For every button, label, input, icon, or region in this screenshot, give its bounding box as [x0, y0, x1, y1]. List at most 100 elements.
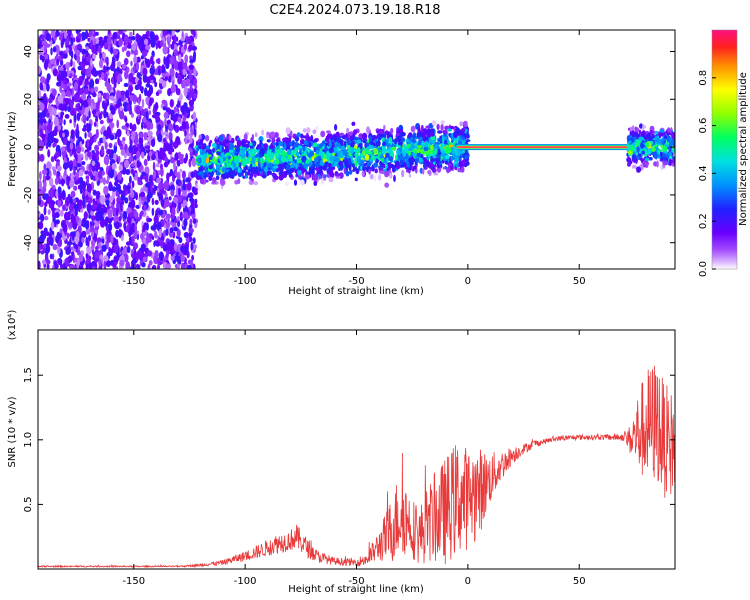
spectrogram-noise-cell — [66, 157, 70, 162]
spectrogram-band-cell — [381, 148, 387, 155]
spectrogram-band-cell — [378, 130, 384, 135]
spectrogram-band-cell — [398, 129, 403, 134]
spectrogram-noise-cell — [131, 43, 137, 52]
spectrogram-band-cell — [281, 156, 286, 163]
spectrogram-noise-cell — [104, 111, 109, 118]
spectrogram-band-cell — [234, 158, 240, 164]
spectrogram-band-cell — [460, 166, 465, 173]
spectrogram-band-cell — [376, 140, 381, 147]
spectrogram-band-cell — [205, 179, 209, 183]
spectrogram-band-cell — [413, 149, 417, 154]
spectrogram-noise-cell — [97, 237, 102, 243]
spectrogram-band-cell — [205, 156, 210, 164]
spectrogram-band-cell — [464, 155, 469, 160]
spectrogram-noise-cell — [63, 30, 67, 39]
spectrogram-noise-cell — [53, 169, 57, 176]
spectrogram-noise-cell — [105, 179, 110, 185]
spectrogram-band-cell — [218, 134, 224, 142]
spectrogram-band-cell — [638, 129, 642, 135]
spectrogram-noise-cell — [108, 181, 112, 191]
spectrogram-noise-cell — [46, 83, 50, 92]
spectrogram-band-cell — [293, 179, 298, 186]
spectrogram-band-cell — [267, 163, 273, 168]
spectrogram-noise-cell — [174, 170, 178, 177]
spectrogram-band-cell — [245, 143, 250, 148]
spectrogram-noise-cell — [91, 160, 96, 167]
spectrogram-band-cell — [668, 158, 672, 167]
spectrogram-noise-cell — [120, 194, 126, 201]
spectrogram-noise-cell — [192, 92, 198, 100]
spectrogram-band-cell — [430, 158, 434, 163]
spectrogram-noise-cell — [144, 145, 151, 150]
spectrogram-noise-cell — [84, 132, 87, 139]
snr-frame — [37, 329, 676, 570]
spectrogram-band-cell — [212, 177, 216, 184]
spectrogram-noise-cell — [118, 139, 121, 147]
spectrogram-band-cell — [275, 147, 278, 153]
spectrogram-noise-cell — [155, 91, 160, 97]
spectrogram-band-cell — [630, 145, 634, 152]
spectrogram-noise-cell — [47, 104, 52, 114]
spectrogram-band-cell — [302, 128, 307, 133]
spectrogram-band-cell — [631, 168, 637, 172]
spectrogram-noise-cell — [50, 156, 55, 163]
spectrogram-noise-cell — [143, 38, 149, 46]
spectrogram-noise-cell — [188, 90, 193, 98]
spectrogram-band-cell — [390, 127, 394, 134]
spectrogram-noise-cell — [142, 256, 147, 262]
spectrogram-noise-cell — [88, 30, 93, 37]
spectrogram-noise-cell — [53, 107, 57, 117]
spectrogram-band-cell — [366, 163, 372, 167]
spectrogram-noise-cell — [95, 245, 99, 252]
spectrogram-noise-cell — [102, 135, 107, 145]
spectrogram-band-cell — [308, 168, 314, 175]
spectrogram-noise-cell — [65, 61, 70, 70]
spectrogram-noise-cell — [120, 145, 123, 150]
spectrogram-noise-cell — [154, 199, 159, 205]
spectrogram-noise-cell — [39, 76, 46, 84]
spectrogram-noise-cell — [131, 35, 136, 41]
spectrogram-band-cell — [425, 125, 430, 129]
spectrogram-noise-cell — [45, 175, 51, 181]
snr-x-label: Height of straight line (km) — [288, 584, 424, 595]
spectrogram-noise-cell — [73, 204, 79, 210]
spectrogram-band-cell — [212, 142, 217, 148]
spectrogram-noise-cell — [134, 84, 140, 91]
spectrogram-band-cell — [225, 157, 229, 165]
spectrogram-noise-cell — [168, 75, 172, 82]
spectrogram-noise-cell — [180, 254, 186, 262]
spectrogram-noise-cell — [180, 37, 186, 42]
spectrogram-noise-cell — [67, 175, 70, 186]
spectrogram-noise-cell — [43, 125, 47, 131]
spectrogram-band-cell — [328, 147, 334, 154]
spectrogram-noise-cell — [142, 50, 148, 57]
spectrogram-noise-cell — [81, 92, 87, 101]
spectrogram-band-cell — [245, 157, 251, 165]
spectrogram-noise-cell — [104, 216, 110, 224]
spectrogram-noise-cell — [191, 45, 197, 51]
spectrogram-noise-cell — [170, 43, 175, 50]
spectrogram-band-cell — [302, 146, 306, 152]
spectrogram-noise-cell — [69, 142, 74, 150]
spectrogram-band-cell — [312, 174, 319, 181]
spectrogram-band-cell — [207, 148, 212, 155]
spectrogram-noise-cell — [166, 30, 172, 33]
spectrogram-band-cell — [466, 130, 469, 137]
spectrogram-noise-cell — [121, 93, 124, 102]
spectrogram-band-cell — [332, 152, 335, 157]
spectrogram-noise-cell — [92, 201, 99, 205]
spectrogram-noise-cell — [160, 239, 164, 249]
spectrogram-band-cell — [662, 156, 666, 162]
spectrogram-noise-cell — [124, 70, 129, 80]
spectrogram-band-cell — [456, 130, 460, 135]
spectrogram-noise-cell — [122, 210, 128, 220]
spectrogram-noise-cell — [145, 182, 150, 188]
spectrogram-band-cell — [242, 161, 246, 168]
spectrogram-band-cell — [433, 172, 439, 176]
spectrogram-noise-cell — [45, 247, 49, 255]
spectrogram-band-cell — [287, 137, 292, 143]
spectrogram-noise-cell — [62, 204, 66, 211]
spectrogram-band-cell — [412, 152, 417, 157]
spectrogram-noise-cell — [185, 108, 191, 114]
spectrogram-noise-cell — [38, 180, 42, 190]
